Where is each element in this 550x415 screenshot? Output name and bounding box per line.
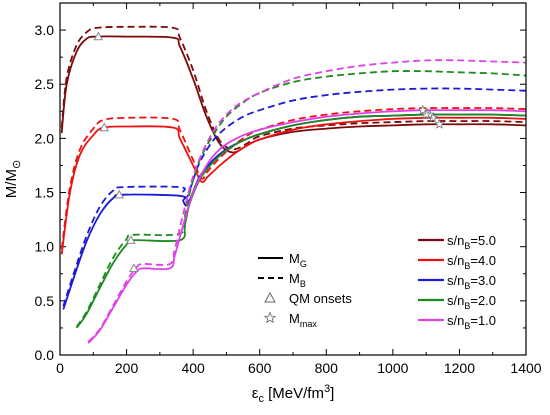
legend-series-label: s/nB=2.0 xyxy=(447,293,496,311)
mmax-marker xyxy=(434,118,445,129)
legend-label: MB xyxy=(289,271,306,289)
series-line-mg xyxy=(60,116,527,255)
y-tick-label: 2.5 xyxy=(35,76,55,92)
y-tick-label: 1.0 xyxy=(35,239,55,255)
qm-onset-marker xyxy=(99,122,110,132)
y-tick-label: 0.5 xyxy=(35,293,55,309)
x-tick-label: 800 xyxy=(315,360,339,376)
legend-series-label: s/nB=5.0 xyxy=(447,233,496,251)
x-tick-label: 400 xyxy=(181,360,205,376)
series-layer xyxy=(60,25,527,344)
series-line-mb xyxy=(75,70,527,328)
y-tick-label: 2.0 xyxy=(35,130,55,146)
x-tick-label: 200 xyxy=(115,360,139,376)
plot-frame xyxy=(59,2,527,356)
mmax-marker xyxy=(420,109,432,120)
series-line-mb xyxy=(62,87,527,307)
mmax-marker xyxy=(417,104,429,115)
qm-onset-marker xyxy=(126,235,136,244)
legend-series-label: s/nB=3.0 xyxy=(447,273,496,291)
legend: MG MB QM onsets Mmax s/nB=5.0 s/nB=4.0 s/nB=3.… xyxy=(258,233,496,331)
legend-label: Mmax xyxy=(289,311,317,329)
y-tick-label: 0.0 xyxy=(35,347,55,363)
x-tick-label: 600 xyxy=(248,360,272,376)
legend-triangle-icon xyxy=(264,291,276,303)
x-axis-label: εc [MeV/fm3] xyxy=(252,383,335,405)
x-tick-label: 0 xyxy=(56,360,64,376)
legend-series-label: s/nB=1.0 xyxy=(447,313,496,331)
x-tick-label: 1200 xyxy=(444,360,475,376)
series-line-mg xyxy=(60,35,527,154)
y-axis-label: M/M⊙ xyxy=(3,160,23,198)
legend-label: MG xyxy=(289,251,307,269)
series-line-mb xyxy=(60,107,527,250)
series-line-mg xyxy=(87,109,527,344)
qm-onset-marker xyxy=(129,263,139,273)
x-tick-label: 1400 xyxy=(510,360,541,376)
y-tick-label: 3.0 xyxy=(35,22,55,38)
series-line-mg xyxy=(75,113,527,329)
qm-onset-marker xyxy=(93,31,104,41)
axis-ticks: 0 200 400 600 800 1000 1200 1400 0.0 0.5 1.0 1.5 2.0… xyxy=(35,3,542,376)
series-line-mb xyxy=(60,25,527,151)
legend-series-label: s/nB=4.0 xyxy=(447,253,496,271)
legend-star-icon xyxy=(263,311,277,324)
markers-layer xyxy=(93,31,445,273)
y-tick-label: 1.5 xyxy=(35,185,55,201)
x-tick-label: 1000 xyxy=(377,360,408,376)
legend-label: QM onsets xyxy=(289,291,352,306)
series-line-mb xyxy=(87,59,527,343)
qm-onset-marker xyxy=(114,189,125,199)
